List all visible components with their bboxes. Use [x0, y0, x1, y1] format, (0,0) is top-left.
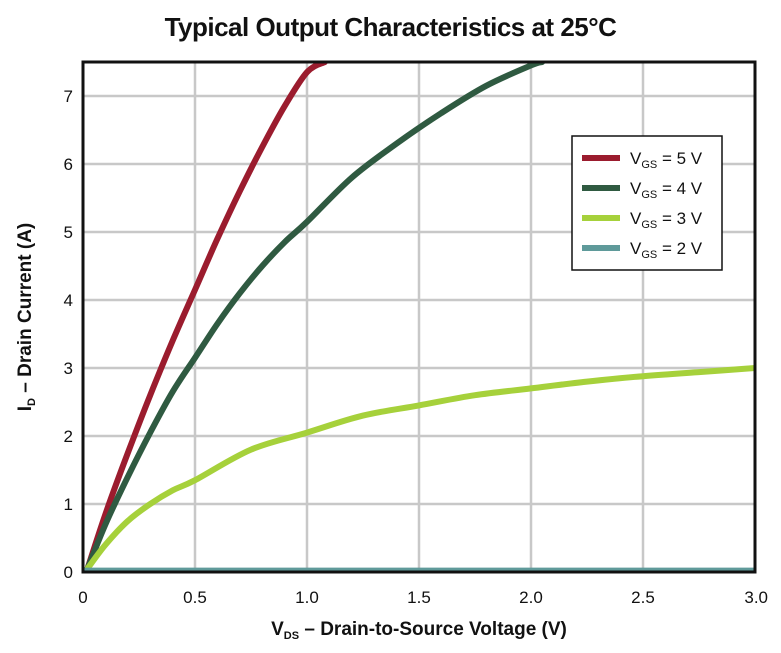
y-tick-label: 0 [64, 563, 73, 582]
x-axis-title-main: V [271, 619, 284, 640]
y-tick-label: 6 [64, 155, 73, 174]
y-tick-label: 4 [64, 291, 73, 310]
legend-label: VGS = 3 V [630, 209, 703, 231]
legend: VGS = 5 V VGS = 4 V VGS = 3 V VGS = 2 V [571, 135, 723, 271]
x-tick-label: 2.0 [519, 588, 543, 607]
x-axis-title-rest: – Drain-to-Source Voltage (V) [299, 619, 567, 640]
legend-label: VGS = 2 V [630, 239, 703, 261]
x-tick-label: 1.5 [407, 588, 431, 607]
legend-label: VGS = 5 V [630, 149, 703, 171]
y-tick-label: 1 [64, 495, 73, 514]
chart-title: Typical Output Characteristics at 25°C [164, 12, 617, 42]
y-tick-label: 5 [64, 223, 73, 242]
y-axis-title-main: I [15, 406, 36, 411]
series-line [84, 62, 546, 572]
legend-label: VGS = 4 V [630, 179, 703, 201]
series-line [84, 365, 755, 572]
y-tick-label: 2 [64, 427, 73, 446]
series-line [84, 62, 328, 572]
x-tick-labels: 0 0.5 1.0 1.5 2.0 2.5 3.0 [78, 588, 768, 607]
x-tick-label: 2.5 [631, 588, 655, 607]
y-axis-title: ID – Drain Current (A) [15, 223, 38, 411]
x-tick-label: 0 [78, 588, 87, 607]
y-tick-label: 3 [64, 359, 73, 378]
x-tick-label: 3.0 [744, 588, 768, 607]
x-tick-label: 0.5 [183, 588, 207, 607]
plot-frame [81, 60, 757, 574]
x-axis-title: VDS – Drain-to-Source Voltage (V) [271, 619, 567, 642]
y-axis-title-sub: D [26, 398, 38, 406]
y-tick-label: 7 [64, 87, 73, 106]
y-tick-labels: 0 1 2 3 4 5 6 7 [64, 87, 73, 582]
y-axis-title-rest: – Drain Current (A) [15, 223, 36, 398]
x-tick-label: 1.0 [295, 588, 319, 607]
x-axis-title-sub: DS [284, 630, 299, 642]
